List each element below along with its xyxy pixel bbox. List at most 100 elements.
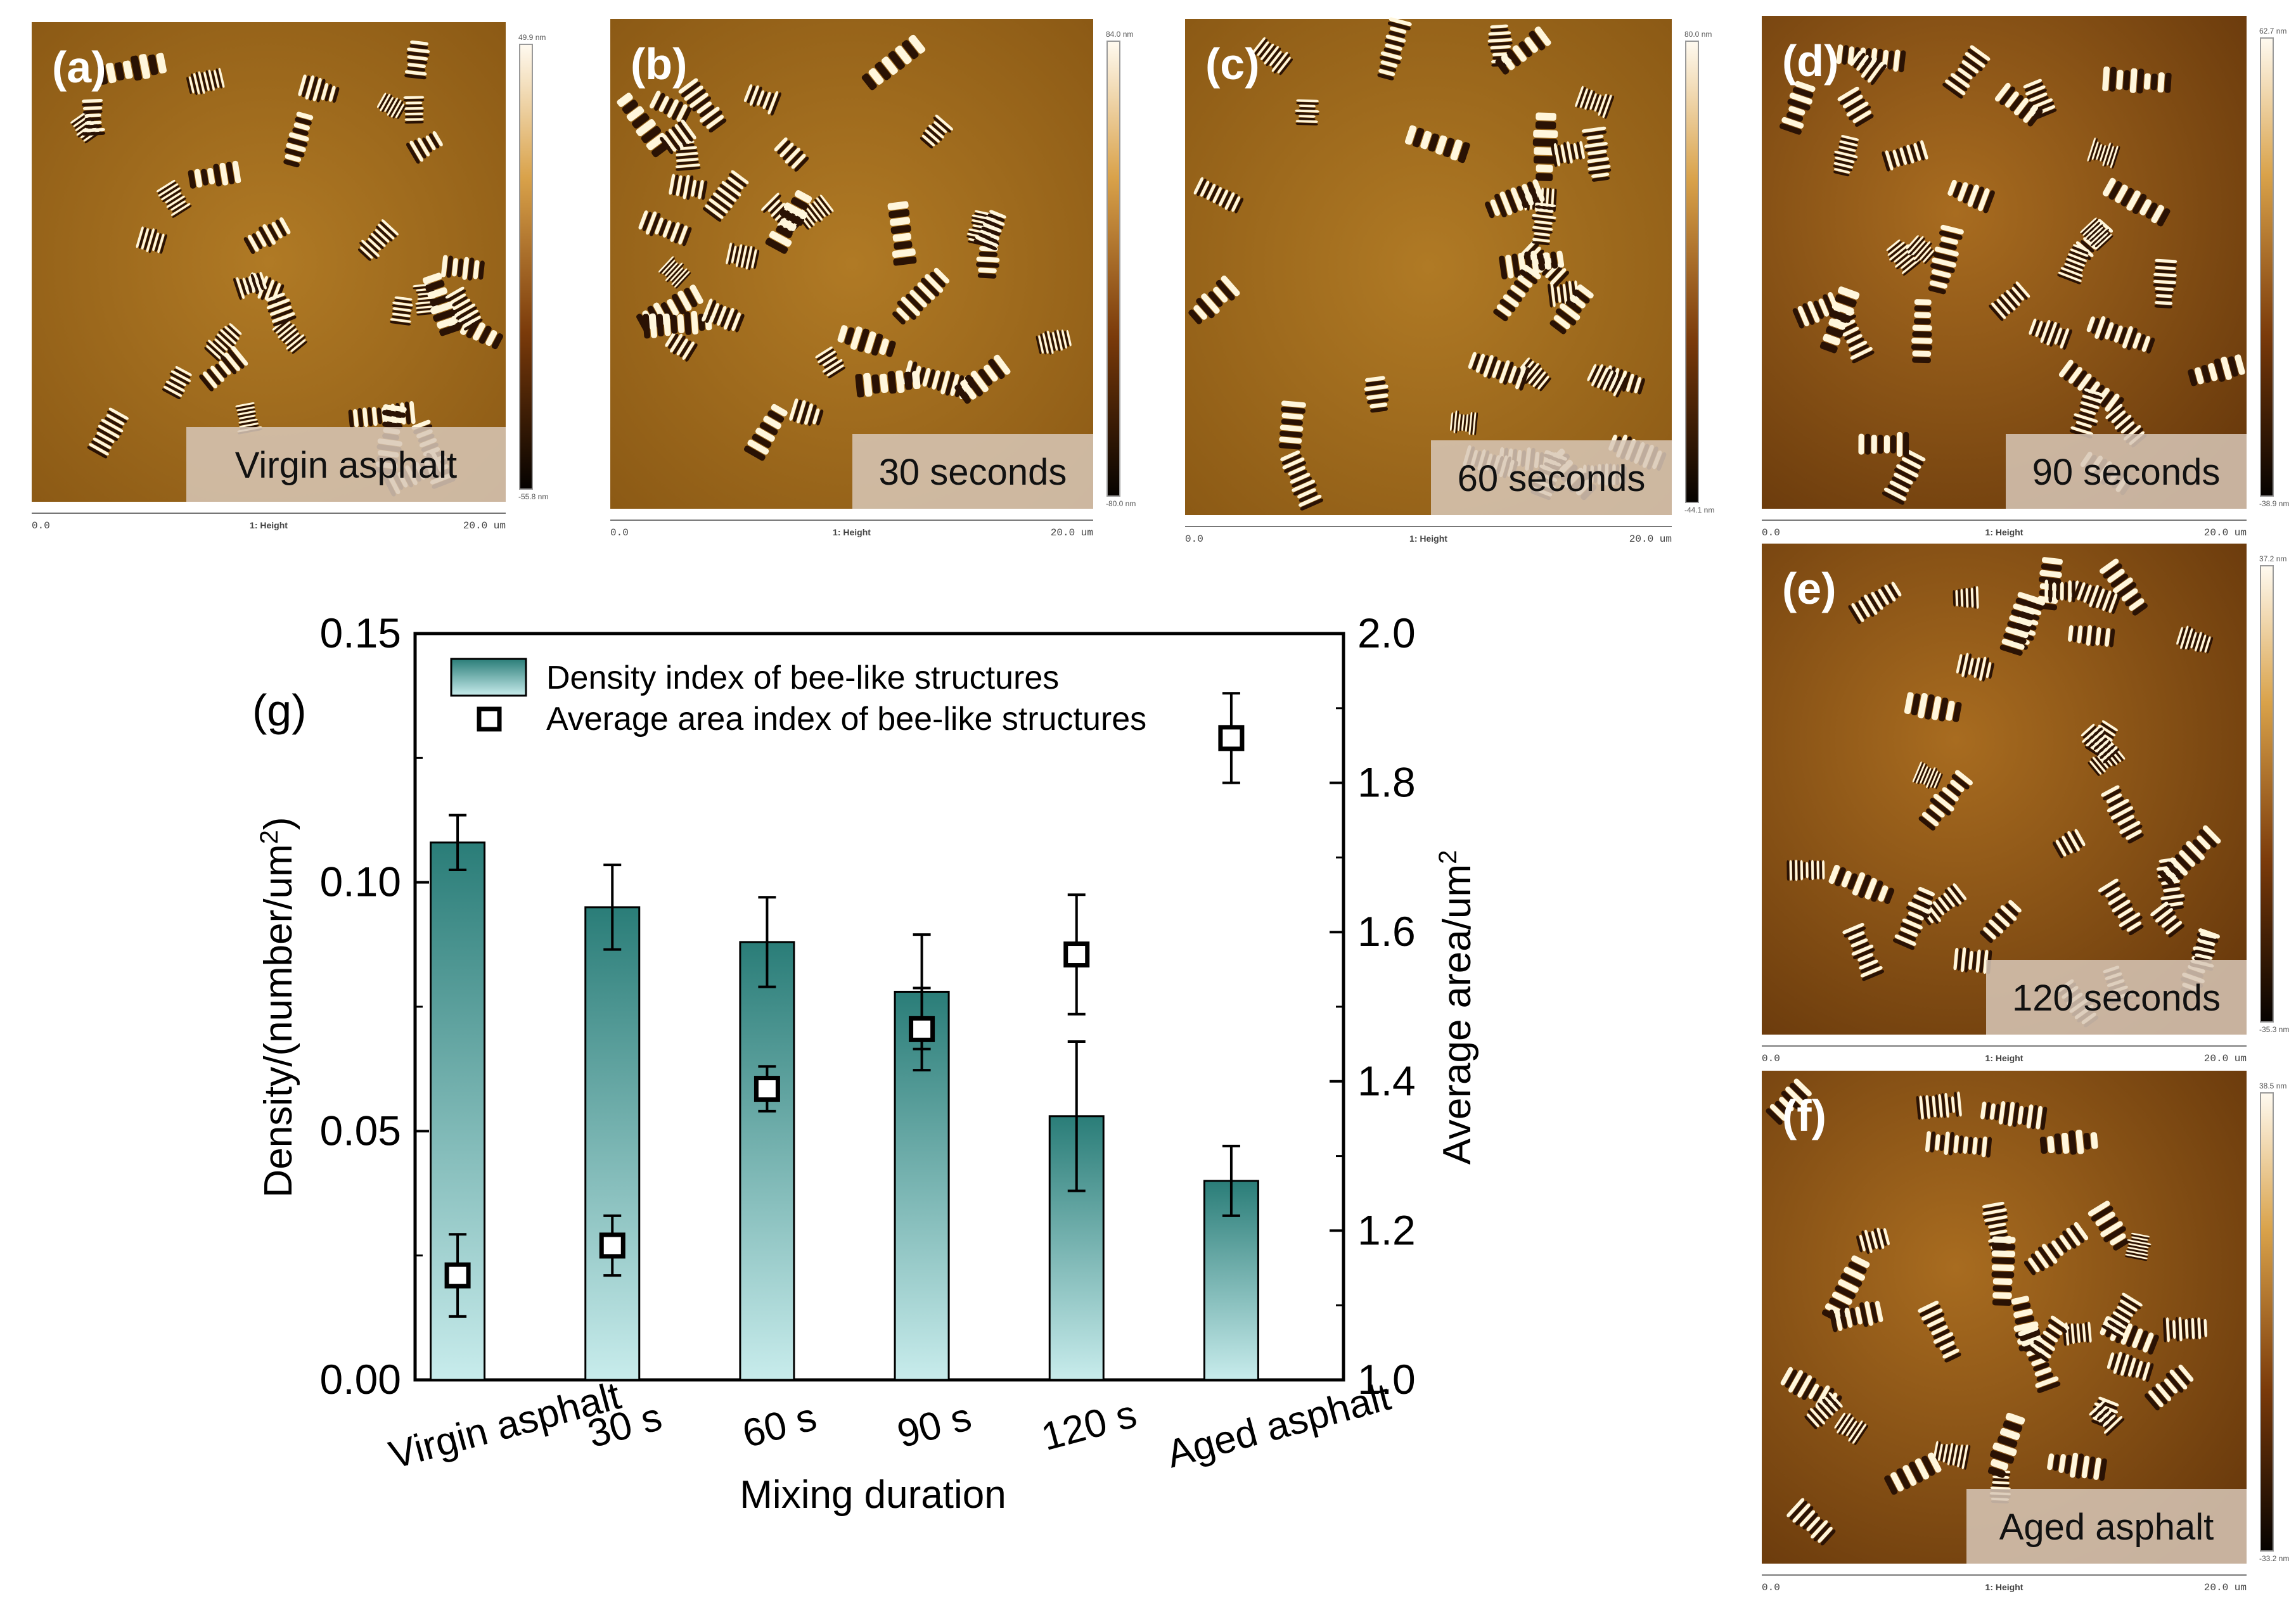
scale-min-label: -38.9 nm xyxy=(2259,499,2289,508)
bee-stripe-light xyxy=(430,301,455,315)
bee-stripe-dark xyxy=(2107,406,2125,422)
bee-stripe-light xyxy=(410,40,429,46)
bee-stripe-light xyxy=(1483,355,1494,378)
bee-stripe-dark xyxy=(1582,89,1591,109)
bee-stripe-light xyxy=(925,129,940,143)
bee-stripe-light xyxy=(2150,902,2169,917)
bee-stripe-dark xyxy=(1533,155,1556,164)
bee-stripe-dark xyxy=(1591,176,1610,182)
bee-stripe-dark xyxy=(406,143,420,164)
bee-stripe-dark xyxy=(2060,269,2082,279)
bee-stripe-light xyxy=(743,84,753,103)
bee-stripe-dark xyxy=(376,226,393,242)
bee-stripe-dark xyxy=(1790,1083,1808,1101)
bee-structure xyxy=(1549,284,1594,335)
bee-stripe-light xyxy=(975,236,999,247)
bee-stripe-light xyxy=(1970,587,1974,608)
bee-stripe-light xyxy=(2086,316,2095,333)
bee-stripe-light xyxy=(1906,144,1914,163)
bee-stripe-dark xyxy=(1884,1475,1898,1495)
bee-stripe-light xyxy=(2102,590,2112,611)
bee-stripe-light xyxy=(1944,1132,1950,1155)
bee-stripe-dark xyxy=(763,195,781,213)
bee-stripe-dark xyxy=(754,250,760,269)
bee-stripe-light xyxy=(1221,275,1240,297)
bee-stripe-light xyxy=(224,326,240,340)
bee-stripe-dark xyxy=(660,302,673,319)
bee-stripe-light xyxy=(1257,41,1269,56)
bee-stripe-light xyxy=(1420,131,1432,150)
bee-stripe-light xyxy=(1279,437,1302,444)
bee-stripe-dark xyxy=(705,300,717,323)
bee-stripe-dark xyxy=(1530,369,1544,386)
bee-stripe-light xyxy=(1947,887,1962,905)
bee-stripe-light xyxy=(156,179,176,193)
bee-stripe-dark xyxy=(1589,365,1600,383)
bee-stripe-light xyxy=(2155,908,2173,923)
bee-stripe-light xyxy=(1988,919,2004,934)
bee-stripe-dark xyxy=(888,209,910,219)
bee-stripe-dark xyxy=(1912,331,1932,338)
bee-stripe-light xyxy=(1856,54,1869,71)
bee-stripe-dark xyxy=(1228,193,1238,212)
scale-min-label: -33.2 nm xyxy=(2259,1554,2289,1563)
bee-stripe-light xyxy=(2155,294,2172,298)
bee-stripe-light xyxy=(1933,793,1954,812)
bee-stripe-light xyxy=(89,443,109,456)
bee-stripe-dark xyxy=(2121,915,2143,931)
bee-stripe-dark xyxy=(824,361,844,375)
bee-stripe-dark xyxy=(1991,915,2007,931)
bee-structure xyxy=(406,131,443,164)
bee-stripe-dark xyxy=(1565,300,1582,314)
bee-stripe-dark xyxy=(1935,899,1947,914)
bee-stripe-dark xyxy=(279,326,297,340)
bee-stripe-dark xyxy=(1779,123,1802,135)
bee-stripe-dark xyxy=(172,205,192,218)
bee-stripe-light xyxy=(2082,395,2102,403)
bee-structure xyxy=(2039,1130,2098,1155)
bee-stripe-dark xyxy=(1862,969,1885,981)
bee-stripe-dark xyxy=(1881,586,1893,604)
bee-stripe-light xyxy=(404,70,427,76)
bee-structure xyxy=(390,296,413,326)
bee-stripe-light xyxy=(105,63,117,84)
bee-stripe-light xyxy=(1864,877,1877,900)
bee-stripe-dark xyxy=(901,40,919,60)
bee-stripe-dark xyxy=(1940,1444,1946,1462)
bee-stripe-dark xyxy=(2228,356,2238,377)
bee-stripe-light xyxy=(763,416,781,430)
bee-stripe-light xyxy=(384,96,394,112)
bee-stripe-light xyxy=(371,406,378,426)
bee-stripe-dark xyxy=(2054,1133,2062,1155)
bee-stripe-light xyxy=(1819,1400,1834,1416)
bee-stripe-light xyxy=(1894,473,1913,485)
bee-stripe-light xyxy=(2060,582,2064,601)
bee-stripe-light xyxy=(1871,592,1883,610)
bee-stripe-dark xyxy=(1787,98,1811,111)
bee-stripe-dark xyxy=(283,159,300,168)
bee-stripe-light xyxy=(2068,253,2088,262)
bee-stripe-light xyxy=(1844,1307,1853,1328)
bee-stripe-dark xyxy=(2100,882,2121,896)
bee-stripe-dark xyxy=(243,237,255,254)
bee-stripe-dark xyxy=(138,227,146,249)
bee-structure xyxy=(2150,902,2184,938)
bee-stripe-dark xyxy=(1809,1519,1823,1534)
bee-stripe-light xyxy=(678,225,688,245)
bee-stripe-light xyxy=(2169,1369,2188,1390)
bee-stripe-dark xyxy=(672,335,686,355)
bee-stripe-light xyxy=(473,260,480,279)
bee-stripe-dark xyxy=(2027,1346,2049,1362)
bee-stripe-light xyxy=(2036,1336,2055,1351)
bee-stripe-dark xyxy=(1615,376,1627,398)
bee-stripe-light xyxy=(1837,86,1859,101)
bee-stripe-light xyxy=(1634,377,1641,393)
bee-structure xyxy=(2124,1232,2152,1261)
bee-stripe-dark xyxy=(1235,198,1244,214)
bee-stripe-light xyxy=(1913,143,1921,161)
bee-stripe-dark xyxy=(679,340,691,357)
bee-stripe-light xyxy=(723,307,734,330)
y2-tick-label: 2.0 xyxy=(1357,609,1416,656)
image-axis-end: 20.0 um xyxy=(2204,1053,2247,1064)
